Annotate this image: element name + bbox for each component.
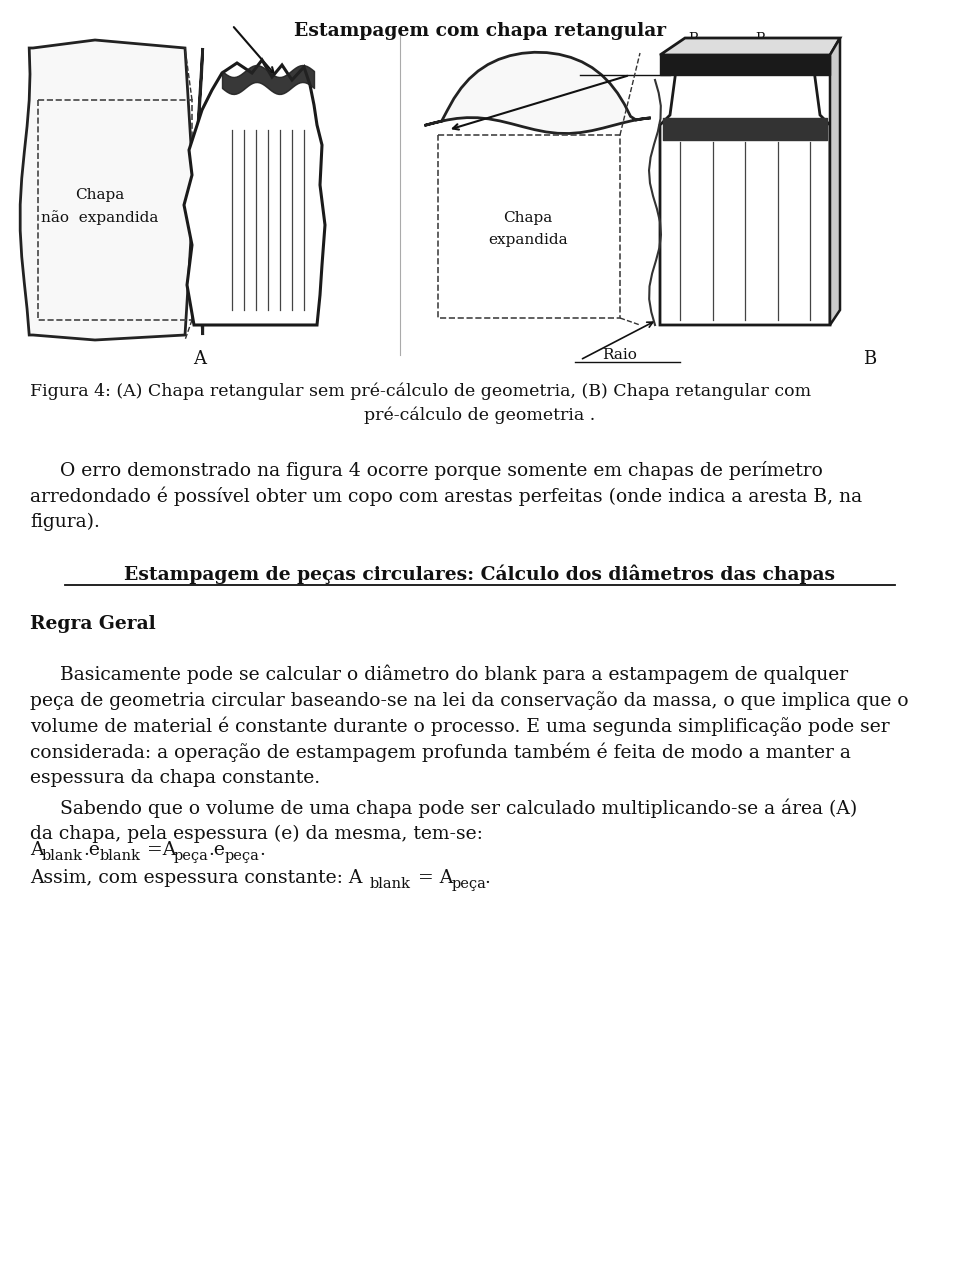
- Text: Figura 4: (A) Chapa retangular sem pré-cálculo de geometria, (B) Chapa retangula: Figura 4: (A) Chapa retangular sem pré-c…: [30, 381, 811, 399]
- Polygon shape: [660, 55, 830, 325]
- Polygon shape: [20, 40, 203, 340]
- Text: pré-cálculo de geometria .: pré-cálculo de geometria .: [365, 406, 595, 424]
- Text: Estampagem de peças circulares: Cálculo dos diâmetros das chapas: Estampagem de peças circulares: Cálculo …: [125, 564, 835, 585]
- Text: Chapa: Chapa: [76, 188, 125, 202]
- Polygon shape: [660, 38, 840, 55]
- Text: expandida: expandida: [489, 233, 567, 247]
- Text: peça: peça: [452, 877, 487, 891]
- Text: .: .: [259, 841, 265, 859]
- Text: B: B: [755, 32, 765, 46]
- Text: Regra Geral: Regra Geral: [30, 614, 156, 634]
- Text: A: A: [30, 841, 43, 859]
- Text: Assim, com espessura constante: A: Assim, com espessura constante: A: [30, 869, 362, 887]
- Polygon shape: [424, 52, 651, 133]
- Text: figura).: figura).: [30, 513, 100, 531]
- Text: R: R: [687, 32, 698, 46]
- Text: Basicamente pode se calcular o diâmetro do blank para a estampagem de qualquer: Basicamente pode se calcular o diâmetro …: [60, 666, 848, 685]
- Text: Chapa: Chapa: [503, 211, 553, 225]
- Text: B: B: [863, 349, 876, 369]
- Text: arredondado é possível obter um copo com arestas perfeitas (onde indica a aresta: arredondado é possível obter um copo com…: [30, 486, 862, 507]
- Text: não  expandida: não expandida: [41, 211, 158, 225]
- Text: peça: peça: [174, 849, 209, 863]
- Text: .e: .e: [83, 841, 100, 859]
- Text: blank: blank: [42, 849, 83, 863]
- Text: da chapa, pela espessura (e) da mesma, tem-se:: da chapa, pela espessura (e) da mesma, t…: [30, 826, 483, 844]
- Text: volume de material é constante durante o processo. E uma segunda simplificação p: volume de material é constante durante o…: [30, 717, 890, 736]
- Text: espessura da chapa constante.: espessura da chapa constante.: [30, 769, 320, 787]
- Text: peça: peça: [225, 849, 260, 863]
- Text: peça de geometria circular baseando-se na lei da conservação da massa, o que imp: peça de geometria circular baseando-se n…: [30, 691, 908, 710]
- Text: Sabendo que o volume de uma chapa pode ser calculado multiplicando-se a área (A): Sabendo que o volume de uma chapa pode s…: [60, 799, 857, 818]
- Text: =A: =A: [141, 841, 177, 859]
- Text: .: .: [484, 869, 490, 887]
- Text: considerada: a operação de estampagem profunda também é feita de modo a manter a: considerada: a operação de estampagem pr…: [30, 742, 851, 763]
- Polygon shape: [830, 38, 840, 325]
- Text: blank: blank: [370, 877, 411, 891]
- Polygon shape: [184, 60, 325, 325]
- Text: blank: blank: [100, 849, 141, 863]
- Text: Estampagem com chapa retangular: Estampagem com chapa retangular: [294, 22, 666, 40]
- Text: .e: .e: [208, 841, 225, 859]
- Text: = A: = A: [412, 869, 453, 887]
- Text: A: A: [194, 349, 206, 369]
- Text: O erro demonstrado na figura 4 ocorre porque somente em chapas de perímetro: O erro demonstrado na figura 4 ocorre po…: [60, 461, 823, 480]
- Text: Raio: Raio: [603, 348, 637, 362]
